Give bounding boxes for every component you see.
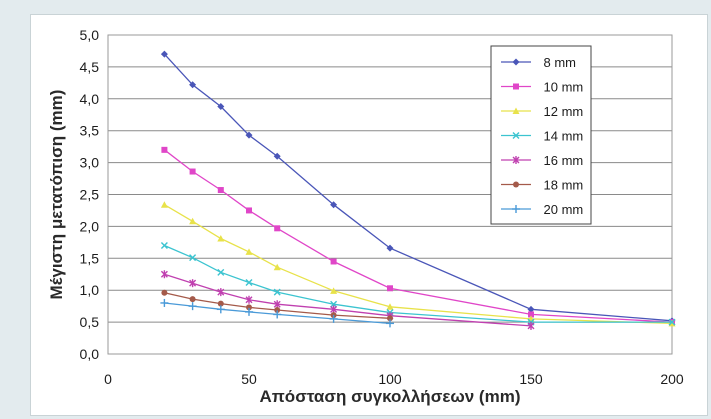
data-point	[330, 201, 338, 209]
data-point	[330, 300, 338, 308]
data-point	[160, 201, 168, 208]
y-tick-label: 5,0	[80, 27, 100, 43]
data-point	[217, 187, 224, 194]
legend-label: 10 mm	[537, 80, 583, 95]
y-tick-label: 0,5	[80, 314, 100, 330]
data-point	[386, 319, 394, 328]
data-point	[189, 296, 196, 303]
data-point	[273, 300, 281, 309]
data-point	[161, 289, 168, 296]
data-point	[245, 295, 253, 304]
legend-label: 12 mm	[537, 104, 583, 119]
x-axis-title: Απόσταση συγκολλήσεων (mm)	[260, 387, 521, 406]
y-tick-label: 4,0	[80, 91, 100, 107]
legend-marker	[512, 205, 520, 213]
data-point	[273, 288, 281, 296]
legend-marker	[512, 107, 520, 114]
data-point	[273, 152, 281, 160]
data-point	[330, 305, 338, 314]
data-point	[216, 305, 225, 314]
data-point	[245, 307, 253, 316]
data-point	[245, 131, 253, 139]
x-tick-label: 50	[241, 371, 257, 387]
data-point	[161, 146, 168, 153]
x-tick-label: 150	[519, 371, 543, 387]
legend-marker	[512, 58, 520, 66]
data-point	[245, 248, 253, 255]
x-tick-label: 0	[104, 371, 112, 387]
x-tick-label: 100	[378, 371, 402, 387]
plot-border	[107, 34, 673, 355]
legend-marker	[513, 181, 519, 188]
data-point	[527, 321, 535, 330]
series-line-16-mm	[164, 273, 532, 327]
data-point	[217, 268, 225, 276]
legend-label: 16 mm	[537, 153, 583, 168]
data-point	[189, 254, 197, 262]
data-point	[217, 102, 225, 110]
data-point	[246, 304, 252, 311]
data-point	[217, 235, 225, 242]
data-point	[387, 315, 393, 322]
data-point	[386, 303, 394, 310]
y-tick-label: 2,0	[80, 218, 100, 234]
legend-marker	[513, 83, 519, 90]
y-tick-label: 3,5	[80, 123, 100, 139]
data-point	[329, 314, 338, 323]
data-point	[274, 225, 281, 232]
data-point	[217, 288, 225, 297]
y-tick-label: 4,5	[80, 59, 100, 75]
y-tick-label: 3,0	[80, 155, 100, 171]
legend-label: 20 mm	[537, 202, 583, 217]
x-tick-label: 200	[660, 371, 684, 387]
data-point	[246, 207, 252, 214]
y-tick-label: 0,0	[80, 346, 100, 362]
data-point	[189, 168, 196, 175]
data-point	[387, 285, 393, 292]
data-point	[189, 81, 197, 89]
data-point	[245, 279, 253, 287]
data-point	[217, 300, 224, 307]
data-point	[668, 318, 676, 326]
data-point	[274, 306, 281, 313]
data-point	[188, 302, 197, 311]
legend-label: 18 mm	[537, 178, 583, 193]
y-tick-label: 1,5	[80, 250, 100, 266]
data-point	[160, 270, 168, 279]
data-point	[386, 244, 394, 252]
data-point	[527, 305, 535, 313]
data-point	[273, 263, 281, 271]
data-point	[160, 50, 168, 58]
data-point	[528, 311, 534, 318]
data-point	[189, 217, 197, 225]
data-point	[330, 258, 337, 265]
data-point	[160, 298, 169, 307]
y-tick-label: 2,5	[80, 187, 100, 203]
data-point	[189, 279, 197, 288]
data-point	[160, 242, 168, 250]
y-axis-title: Μέγιστη μετατόπιση (mm)	[47, 90, 66, 300]
data-point	[330, 287, 338, 294]
data-point	[273, 310, 282, 319]
legend-label: 8 mm	[537, 55, 576, 70]
y-tick-label: 1,0	[80, 282, 100, 298]
legend-marker	[512, 156, 520, 164]
legend-label: 14 mm	[537, 129, 583, 144]
legend-marker	[512, 132, 520, 139]
